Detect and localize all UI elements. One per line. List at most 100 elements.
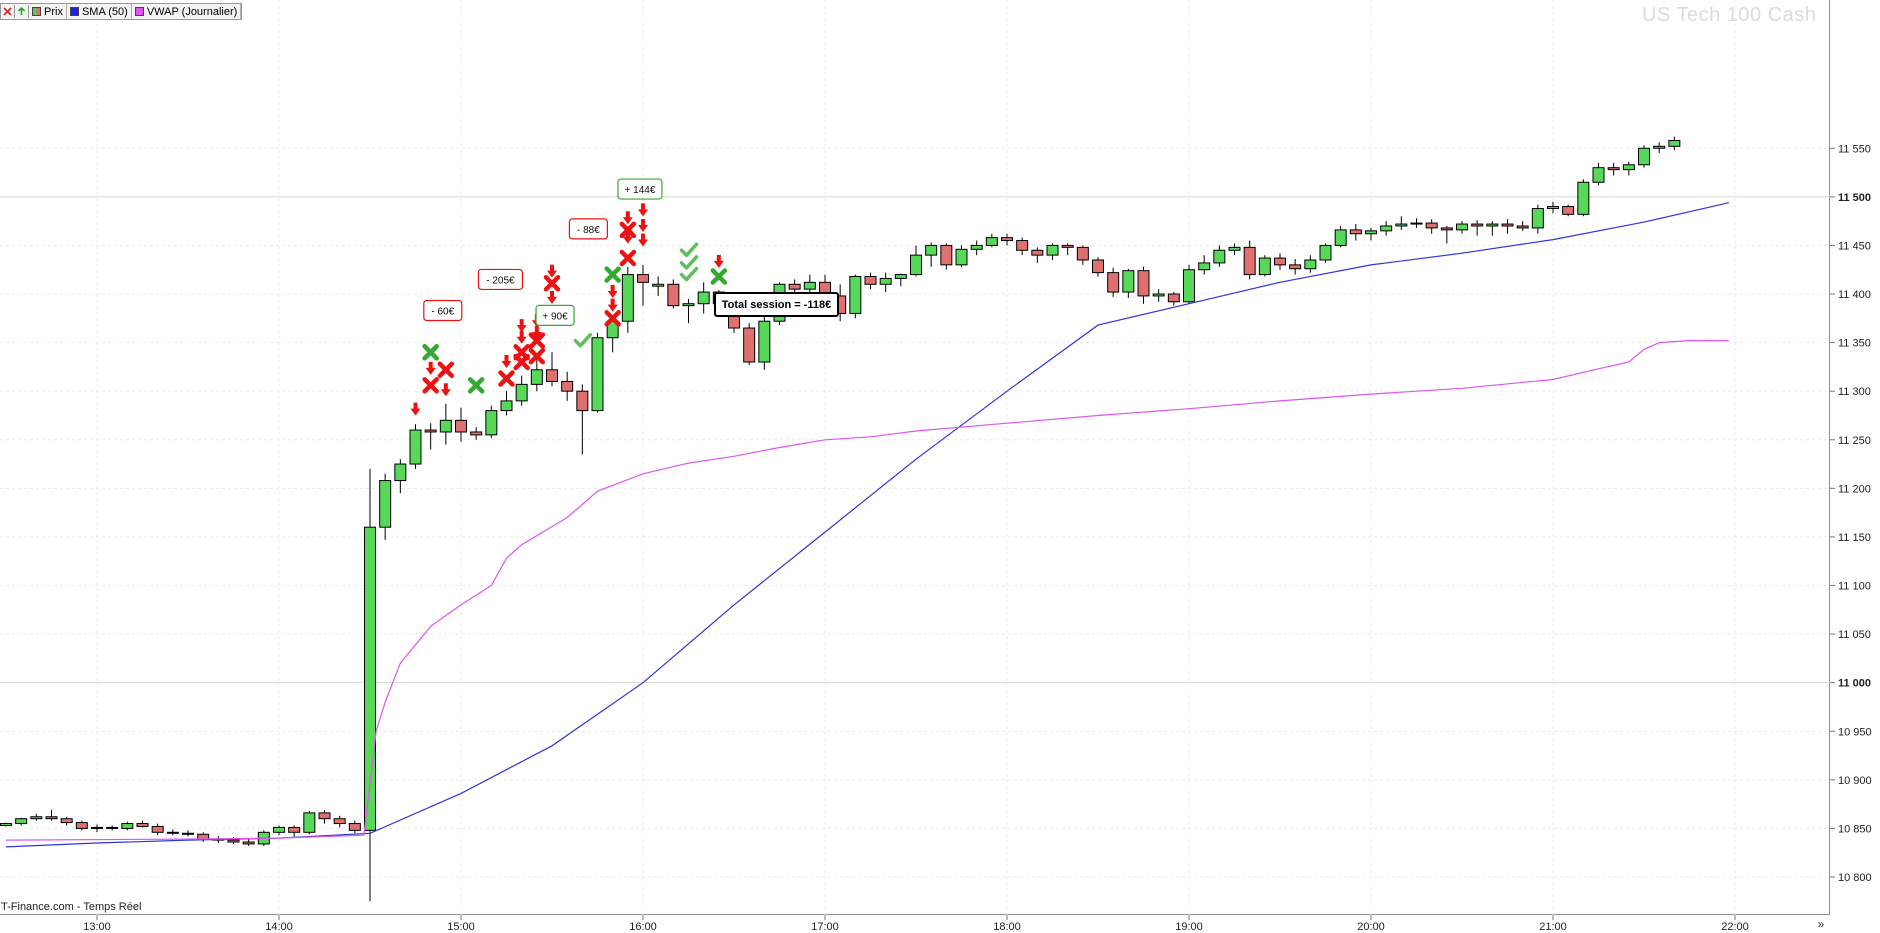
legend-item-vwap[interactable]: VWAP (Journalier) (132, 4, 242, 19)
stop-cross-icon (513, 344, 530, 361)
candle-body (910, 254, 922, 276)
instrument-watermark: US Tech 100 Cash (1642, 4, 1817, 26)
entry-arrow-icon (516, 330, 527, 344)
entry-arrow-icon (547, 264, 557, 278)
stop-cross-icon (528, 332, 546, 349)
y-tick-label: 10 800 (1838, 872, 1872, 884)
entry-arrow-icon (547, 290, 557, 304)
remove-icon[interactable] (1, 5, 15, 18)
vwap-line (5, 340, 1729, 841)
candle-body (394, 463, 407, 482)
candle-body (273, 826, 285, 833)
candle-body (1425, 222, 1438, 229)
candle-body (121, 823, 134, 829)
entry-arrow-icon (638, 203, 648, 217)
candle-body (1152, 293, 1165, 297)
candle-body (849, 276, 862, 314)
candle-body (1001, 237, 1013, 242)
trade-result-label: + 144€ (625, 185, 656, 196)
candle-body (1668, 139, 1681, 147)
candle-body (242, 841, 255, 845)
candle-body (1501, 223, 1514, 227)
candle-body (1183, 269, 1195, 303)
target-check-icon (679, 242, 699, 258)
entry-arrow-icon (638, 233, 648, 247)
candle-body (364, 526, 376, 831)
candle-body (667, 283, 680, 307)
candle-body (682, 303, 695, 307)
candle-body (1167, 293, 1180, 303)
candle-body (803, 281, 816, 290)
candle-body (485, 410, 498, 436)
entry-arrow-icon (410, 402, 421, 416)
entry-arrow-icon (425, 361, 436, 375)
candle-body (1107, 272, 1120, 293)
legend-label-vwap: VWAP (Journalier) (146, 5, 238, 18)
entry-arrow-icon (607, 298, 618, 312)
x-tick-label: 14:00 (265, 921, 293, 933)
entry-arrow-icon (501, 355, 512, 369)
candle-body (318, 812, 331, 820)
target-check-icon (679, 266, 699, 282)
y-tick-label: 11 400 (1838, 289, 1871, 301)
y-tick-label: 10 950 (1838, 726, 1872, 738)
x-tick-label: 17:00 (811, 921, 839, 933)
y-tick-label: 11 200 (1838, 483, 1871, 495)
candle-body (591, 337, 604, 412)
candle-body (333, 818, 346, 825)
candle-body (303, 812, 316, 833)
candle-body (227, 839, 240, 843)
data-source-label: T-Finance.com - Temps Réel (1, 901, 142, 913)
trade-result-box (617, 178, 663, 200)
legend-label-prix: Prix (44, 5, 63, 18)
y-tick-label: 11 300 (1838, 386, 1871, 398)
candle-body (1334, 229, 1347, 246)
candle-body (91, 826, 103, 829)
candle-body (1607, 167, 1620, 171)
stop-cross-icon (498, 370, 515, 387)
candle-body (424, 429, 437, 433)
candle-body (1638, 147, 1650, 166)
candle-body (1061, 244, 1074, 248)
candle-body (75, 822, 88, 829)
target-cross-icon (467, 377, 485, 394)
candle-body (1653, 145, 1666, 149)
target-check-icon (573, 332, 593, 348)
candle-body (1365, 230, 1377, 235)
candle-body (576, 390, 589, 412)
candle-body (1319, 244, 1332, 261)
trade-result-label: + 90€ (542, 311, 568, 322)
target-cross-icon (604, 266, 621, 283)
candle-body (788, 283, 801, 290)
candle-body (879, 277, 892, 285)
target-check-icon (679, 255, 699, 270)
legend-item-prix[interactable]: Prix (29, 4, 67, 19)
trade-result-label: - 205€ (486, 275, 515, 286)
candle-body (970, 244, 983, 250)
stop-cross-icon (543, 275, 561, 292)
candle-body (1092, 259, 1104, 274)
stop-cross-icon (528, 347, 546, 365)
scroll-right-button[interactable]: » (1817, 917, 1825, 931)
candle-body (621, 274, 634, 322)
candle-body (1122, 270, 1135, 293)
trade-result-label: - 60€ (431, 307, 454, 318)
entry-arrow-icon (622, 211, 633, 225)
candle-body (45, 816, 58, 820)
x-tick-label: 22:00 (1721, 921, 1749, 933)
candle-body (1198, 262, 1211, 271)
candle-body (1562, 206, 1575, 215)
entry-arrow-icon (516, 319, 527, 333)
candle-body (1016, 240, 1029, 251)
x-tick-label: 18:00 (993, 921, 1021, 933)
candle-body (561, 380, 574, 392)
candle-body (1516, 225, 1529, 229)
candle-body (30, 816, 43, 820)
candle-body (409, 429, 422, 465)
candle-body (743, 327, 756, 363)
candle-body (106, 826, 119, 829)
arrow-up-icon[interactable] (15, 5, 29, 18)
legend-item-sma[interactable]: SMA (50) (67, 4, 132, 19)
